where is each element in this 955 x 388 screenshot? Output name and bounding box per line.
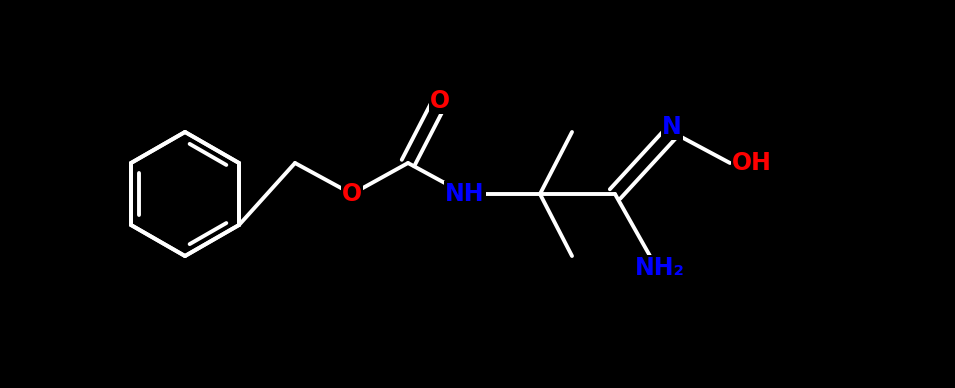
Text: O: O — [430, 89, 450, 113]
Text: NH₂: NH₂ — [635, 256, 685, 280]
Text: O: O — [342, 182, 362, 206]
Text: OH: OH — [732, 151, 772, 175]
Text: N: N — [662, 115, 682, 139]
Text: NH: NH — [445, 182, 485, 206]
